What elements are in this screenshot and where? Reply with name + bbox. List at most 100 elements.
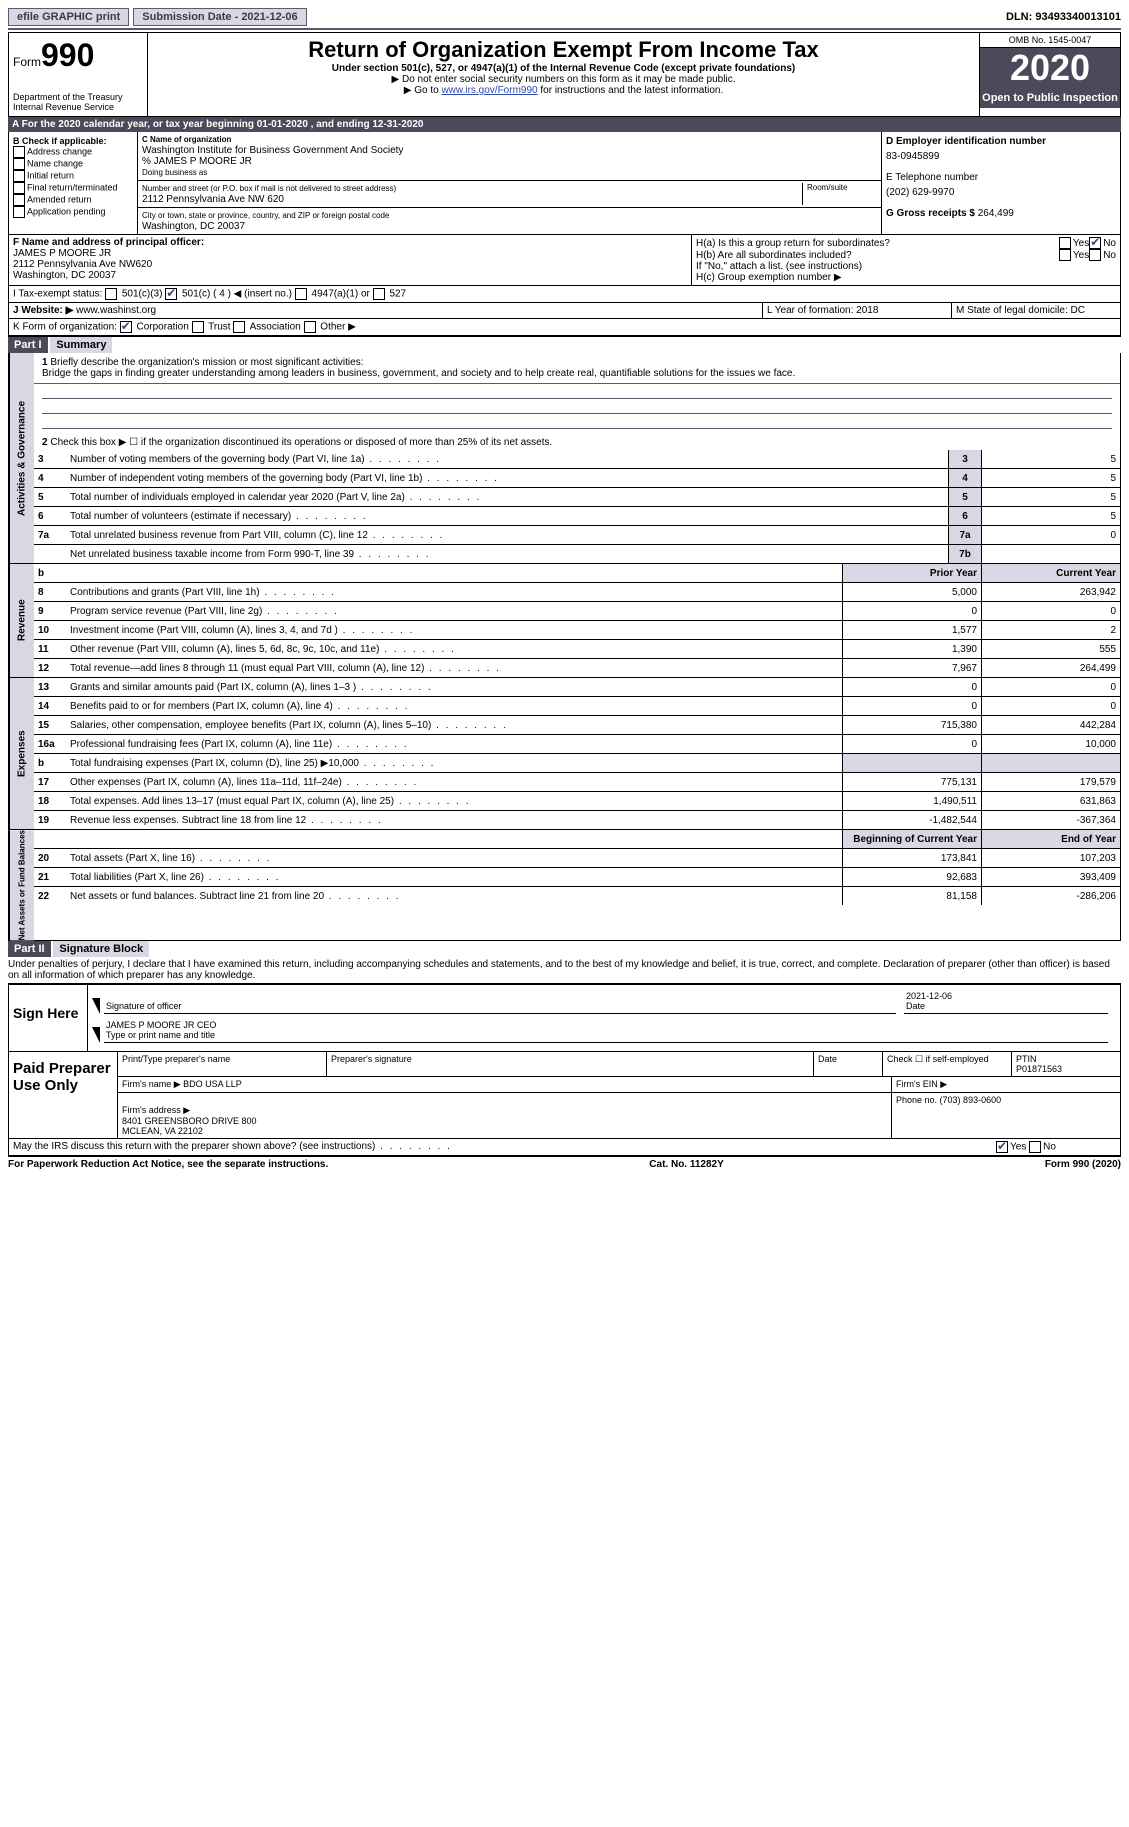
table-row: 6 Total number of volunteers (estimate i… bbox=[34, 507, 1120, 526]
website-value: www.washinst.org bbox=[76, 305, 156, 316]
firm-name-label: Firm's name ▶ bbox=[122, 1079, 181, 1089]
checkbox-amended-return[interactable] bbox=[13, 194, 25, 206]
checkbox-4947[interactable] bbox=[295, 288, 307, 300]
prior-year-value: 715,380 bbox=[842, 716, 981, 734]
checkbox-527[interactable] bbox=[373, 288, 385, 300]
type-name-label: Type or print name and title bbox=[106, 1030, 215, 1040]
501c4-label: 501(c) ( 4 ) ◀ (insert no.) bbox=[182, 289, 292, 300]
4947-label: 4947(a)(1) or bbox=[312, 289, 370, 300]
line-number: 16a bbox=[34, 737, 66, 752]
goto-suffix: for instructions and the latest informat… bbox=[538, 85, 724, 96]
checkbox-501c[interactable] bbox=[165, 288, 177, 300]
checkbox-corporation[interactable] bbox=[120, 321, 132, 333]
attach-list-note: If "No," attach a list. (see instruction… bbox=[696, 261, 1116, 272]
part1-header: Part I bbox=[8, 337, 48, 353]
checkbox-discuss-yes[interactable] bbox=[996, 1141, 1008, 1153]
line-number: 12 bbox=[34, 661, 66, 676]
table-row: 4 Number of independent voting members o… bbox=[34, 469, 1120, 488]
line-number: b bbox=[34, 756, 66, 771]
public-inspection: Open to Public Inspection bbox=[980, 88, 1120, 108]
year-header-row: b Prior Year Current Year bbox=[34, 564, 1120, 583]
tax-exempt-label: I Tax-exempt status: bbox=[13, 289, 102, 300]
discuss-question: May the IRS discuss this return with the… bbox=[9, 1139, 992, 1155]
current-year-value: -286,206 bbox=[981, 887, 1120, 905]
table-row: 3 Number of voting members of the govern… bbox=[34, 450, 1120, 469]
form-organization-row: K Form of organization: Corporation Trus… bbox=[8, 319, 1121, 337]
org-name-label: C Name of organization bbox=[142, 135, 231, 144]
formation-year-label: L Year of formation: bbox=[767, 305, 856, 316]
trust-label: Trust bbox=[208, 322, 230, 333]
ein-value: 83-0945899 bbox=[886, 147, 1116, 172]
address-label: Number and street (or P.O. box if mail i… bbox=[142, 184, 396, 193]
no-label-2: No bbox=[1103, 250, 1116, 261]
line-box-ref: 5 bbox=[948, 488, 981, 506]
current-year-value: 631,863 bbox=[981, 792, 1120, 810]
line-box-ref: 6 bbox=[948, 507, 981, 525]
table-row: 13 Grants and similar amounts paid (Part… bbox=[34, 678, 1120, 697]
current-year-value: 0 bbox=[981, 678, 1120, 696]
tax-period-text: For the 2020 calendar year, or tax year … bbox=[22, 119, 424, 130]
principal-officer-label: F Name and address of principal officer: bbox=[13, 237, 204, 248]
section-b-checkboxes: B Check if applicable: Address change Na… bbox=[9, 132, 138, 234]
line-label: Total number of volunteers (estimate if … bbox=[66, 509, 948, 524]
current-year-value: 2 bbox=[981, 621, 1120, 639]
officer-signature-field[interactable]: Signature of officer bbox=[104, 989, 896, 1014]
part1-governance-section: Activities & Governance 1 Briefly descri… bbox=[8, 353, 1121, 564]
checkbox-trust[interactable] bbox=[192, 321, 204, 333]
checkbox-ha-no[interactable] bbox=[1089, 237, 1101, 249]
prior-year-value: 173,841 bbox=[842, 849, 981, 867]
line-box-ref: 7a bbox=[948, 526, 981, 544]
part1-revenue-section: Revenue b Prior Year Current Year 8 Cont… bbox=[8, 564, 1121, 678]
firm-addr-label: Firm's address ▶ bbox=[122, 1105, 190, 1115]
line-box-ref: 7b bbox=[948, 545, 981, 563]
checkbox-final-return[interactable] bbox=[13, 182, 25, 194]
prior-year-value: 1,390 bbox=[842, 640, 981, 658]
checkbox-address-change[interactable] bbox=[13, 146, 25, 158]
checkbox-hb-yes[interactable] bbox=[1059, 249, 1071, 261]
city-label: City or town, state or province, country… bbox=[142, 211, 389, 220]
officer-name-title: JAMES P MOORE JR CEO bbox=[106, 1020, 216, 1030]
instructions-link-row: ▶ Go to www.irs.gov/Form990 for instruct… bbox=[156, 85, 971, 96]
prior-year-value: -1,482,544 bbox=[842, 811, 981, 829]
firm-phone: (703) 893-0600 bbox=[940, 1095, 1002, 1105]
checkbox-discuss-no[interactable] bbox=[1029, 1141, 1041, 1153]
domicile-state: DC bbox=[1071, 305, 1085, 316]
line-value: 5 bbox=[981, 450, 1120, 468]
line-number: 17 bbox=[34, 775, 66, 790]
prior-year-value: 0 bbox=[842, 602, 981, 620]
blank-line-1 bbox=[42, 384, 1112, 399]
self-employed-check: Check ☐ if self-employed bbox=[883, 1052, 1012, 1076]
city-state-zip: Washington, DC 20037 bbox=[142, 221, 245, 232]
checkbox-501c3[interactable] bbox=[105, 288, 117, 300]
irs-form990-link[interactable]: www.irs.gov/Form990 bbox=[441, 85, 537, 96]
checkbox-ha-yes[interactable] bbox=[1059, 237, 1071, 249]
prior-year-value: 775,131 bbox=[842, 773, 981, 791]
preparer-block: Paid Preparer Use Only Print/Type prepar… bbox=[8, 1052, 1121, 1139]
checkbox-other[interactable] bbox=[304, 321, 316, 333]
table-row: 14 Benefits paid to or for members (Part… bbox=[34, 697, 1120, 716]
form-org-label: K Form of organization: bbox=[13, 322, 117, 333]
blank-line-2 bbox=[42, 399, 1112, 414]
application-pending-label: Application pending bbox=[27, 206, 106, 216]
checkbox-initial-return[interactable] bbox=[13, 170, 25, 182]
table-row: Net unrelated business taxable income fr… bbox=[34, 545, 1120, 563]
section-b-label: B Check if applicable: bbox=[13, 136, 107, 146]
page-footer: For Paperwork Reduction Act Notice, see … bbox=[8, 1156, 1121, 1172]
part2-header: Part II bbox=[8, 941, 51, 957]
discontinued-ops-label: Check this box ▶ ☐ if the organization d… bbox=[50, 437, 552, 448]
form-page-label: Form 990 (2020) bbox=[1045, 1159, 1121, 1170]
part1-header-row: Part I Summary bbox=[8, 337, 1121, 353]
line-label: Salaries, other compensation, employee b… bbox=[66, 718, 842, 733]
checkbox-name-change[interactable] bbox=[13, 158, 25, 170]
identification-grid: B Check if applicable: Address change Na… bbox=[8, 132, 1121, 235]
line-box-ref: 4 bbox=[948, 469, 981, 487]
efile-print-button[interactable]: efile GRAPHIC print bbox=[8, 8, 129, 26]
line-number: 21 bbox=[34, 870, 66, 885]
checkbox-association[interactable] bbox=[233, 321, 245, 333]
current-year-value: 0 bbox=[981, 697, 1120, 715]
line-number: 18 bbox=[34, 794, 66, 809]
care-of-name: % JAMES P MOORE JR bbox=[142, 156, 252, 167]
checkbox-application-pending[interactable] bbox=[13, 206, 25, 218]
final-return-label: Final return/terminated bbox=[27, 182, 118, 192]
checkbox-hb-no[interactable] bbox=[1089, 249, 1101, 261]
